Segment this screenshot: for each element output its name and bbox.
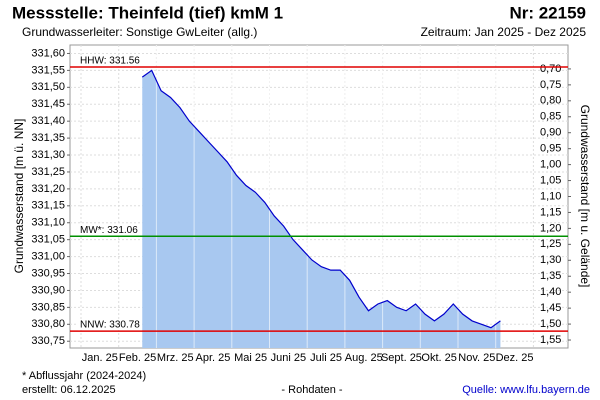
y-tick-label: 331,20: [31, 183, 65, 195]
y-tick-label: 331,40: [31, 115, 65, 127]
y2-tick-label: 1,20: [540, 222, 561, 234]
y-tick-label: 330,80: [31, 318, 65, 330]
y2-tick-label: 1,55: [540, 334, 561, 346]
y-tick-label: 330,75: [31, 335, 65, 347]
y-tick-label: 331,35: [31, 132, 65, 144]
x-tick-label: Jan. 25: [82, 352, 118, 364]
x-tick-label: Apr. 25: [196, 352, 231, 364]
reference-label: MW*: 331.06: [80, 225, 138, 236]
x-tick-label: Nov. 25: [458, 352, 495, 364]
reference-label-bg: [78, 224, 142, 236]
line: [141, 69, 501, 329]
source: Quelle: www.lfu.bayern.de: [462, 384, 590, 396]
y2-tick-label: 1,45: [540, 302, 561, 314]
x-tick-label: Okt. 25: [421, 352, 456, 364]
y-tick-label: 331,50: [31, 81, 65, 93]
reference-label: HHW: 331.56: [80, 56, 140, 67]
y-axis-label: Grundwasserstand [m ü. NN]: [12, 119, 26, 274]
note: - Rohdaten -: [281, 384, 342, 396]
subtitle: Grundwasserleiter: Sonstige GwLeiter (al…: [22, 25, 257, 39]
period: Zeitraum: Jan 2025 - Dez 2025: [421, 25, 587, 39]
y2-axis-label: Grundwasserstand [m u. Gelände]: [578, 105, 592, 288]
x-tick-label: Sept. 25: [381, 352, 422, 364]
y-tick-label: 331,45: [31, 98, 65, 110]
y2-tick-label: 1,00: [540, 159, 561, 171]
y2-tick-label: 0,80: [540, 95, 561, 107]
y-tick-label: 331,55: [31, 64, 65, 76]
created: erstellt: 06.12.2025: [22, 384, 116, 396]
x-tick-label: Mai 25: [234, 352, 267, 364]
y-tick-label: 331,15: [31, 200, 65, 212]
footnote: * Abflussjahr (2024-2024): [22, 370, 146, 382]
y2-tick-label: 1,25: [540, 238, 561, 250]
x-tick-label: Mrz. 25: [157, 352, 194, 364]
y2-tick-label: 1,30: [540, 254, 561, 266]
y2-tick-label: 1,05: [540, 174, 561, 186]
y-tick-label: 330,85: [31, 301, 65, 313]
reference-label: NNW: 330.78: [80, 320, 140, 331]
y-tick-label: 331,30: [31, 149, 65, 161]
station-number: Nr: 22159: [509, 3, 586, 22]
y2-tick-label: 0,95: [540, 143, 561, 155]
y-tick-label: 330,90: [31, 284, 65, 296]
y-tick-label: 331,05: [31, 234, 65, 246]
x-tick-label: Feb. 25: [119, 352, 156, 364]
x-tick-label: Aug. 25: [345, 352, 383, 364]
reference-label-bg: [78, 55, 142, 67]
y2-tick-label: 0,85: [540, 111, 561, 123]
reference-label-bg: [78, 319, 142, 331]
y2-tick-label: 1,15: [540, 206, 561, 218]
y-tick-label: 331,00: [31, 250, 65, 262]
y2-tick-label: 1,35: [540, 270, 561, 282]
x-tick-label: Juni 25: [271, 352, 306, 364]
y2-tick-label: 1,10: [540, 190, 561, 202]
x-tick-label: Juli 25: [310, 352, 342, 364]
y-tick-label: 331,60: [31, 47, 65, 59]
y-tick-label: 331,25: [31, 166, 65, 178]
y2-tick-label: 1,40: [540, 286, 561, 298]
y-tick-label: 330,95: [31, 267, 65, 279]
y-tick-label: 331,10: [31, 217, 65, 229]
y2-tick-label: 0,90: [540, 127, 561, 139]
x-tick-label: Dez. 25: [496, 352, 534, 364]
y2-tick-label: 1,50: [540, 318, 561, 330]
chart-title: Messstelle: Theinfeld (tief) kmM 1: [12, 3, 283, 22]
y2-tick-label: 0,70: [540, 63, 561, 75]
y2-tick-label: 0,75: [540, 79, 561, 91]
